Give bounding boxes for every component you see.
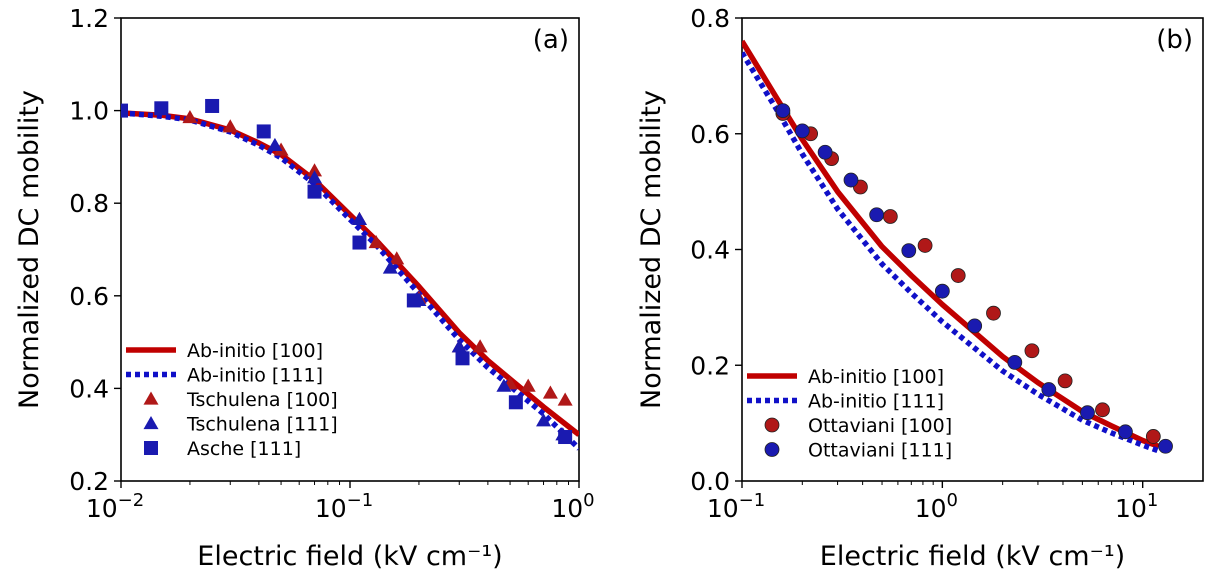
data-point bbox=[406, 293, 421, 308]
data-point bbox=[794, 123, 810, 139]
data-point bbox=[496, 378, 512, 392]
y-tick-label: 0.8 bbox=[690, 4, 730, 33]
legend-label: Tschulena [111] bbox=[186, 414, 338, 436]
data-point bbox=[352, 235, 367, 250]
data-point bbox=[472, 339, 488, 353]
y-tick-label: 0.4 bbox=[69, 374, 109, 403]
y-tick-label: 0.6 bbox=[690, 120, 730, 149]
data-point bbox=[901, 243, 917, 259]
data-point bbox=[882, 209, 898, 224]
data-point bbox=[1024, 343, 1040, 359]
legend-marker bbox=[143, 391, 159, 405]
chart-panel-2: 10−1 100 101 0.0 0.2 0.4 0.6 0.8 Electric field … bbox=[636, 4, 1204, 572]
plot-area bbox=[121, 98, 579, 451]
legend-marker bbox=[144, 441, 158, 455]
data-point bbox=[1145, 429, 1161, 444]
y-axis-label: Normalized DC mobility bbox=[14, 90, 45, 409]
plot-frame bbox=[120, 17, 580, 482]
legend-label: Ab-initio [111] bbox=[808, 391, 944, 413]
data-point bbox=[307, 170, 323, 184]
legend: Ab-initio [100]Ab-initio [111]Ottaviani … bbox=[747, 366, 952, 462]
data-point bbox=[508, 395, 523, 410]
data-point bbox=[351, 211, 367, 226]
legend-label: Tschulena [100] bbox=[186, 389, 338, 411]
data-point bbox=[382, 260, 398, 274]
data-point bbox=[222, 119, 238, 133]
y-tick-label: 0.0 bbox=[690, 467, 730, 496]
legend-label: Ab-initio [100] bbox=[808, 366, 944, 388]
y-tick-label: 1.2 bbox=[69, 4, 109, 33]
data-point bbox=[775, 103, 791, 118]
data-point bbox=[307, 163, 323, 177]
legend-label: Ottaviani [111] bbox=[808, 440, 952, 462]
data-point bbox=[1057, 373, 1073, 389]
data-point bbox=[557, 392, 573, 406]
data-point bbox=[205, 98, 220, 113]
data-point bbox=[520, 378, 536, 392]
y-tick-label: 0.8 bbox=[69, 189, 109, 218]
data-point bbox=[1041, 382, 1057, 397]
x-tick-label: 100 bbox=[551, 490, 594, 523]
data-point bbox=[542, 385, 558, 399]
data-point bbox=[1007, 354, 1023, 370]
y-tick-label: 0.2 bbox=[690, 351, 730, 380]
plot-area bbox=[742, 39, 1173, 454]
data-point bbox=[1080, 405, 1095, 421]
legend-label: Ab-initio [111] bbox=[187, 365, 323, 387]
panel-label: (b) bbox=[1156, 25, 1193, 55]
data-point bbox=[817, 144, 833, 160]
data-point bbox=[1118, 424, 1133, 440]
data-point bbox=[256, 124, 271, 139]
series-line-1 bbox=[742, 39, 1160, 449]
legend-marker bbox=[764, 417, 780, 433]
x-tick-label: 10−1 bbox=[315, 490, 373, 523]
data-point bbox=[1095, 402, 1110, 418]
data-point bbox=[986, 305, 1001, 321]
data-point bbox=[917, 238, 933, 253]
y-tick-label: 0.6 bbox=[69, 282, 109, 311]
data-point bbox=[182, 110, 198, 124]
y-tick-label: 0.2 bbox=[69, 467, 109, 496]
data-point bbox=[843, 172, 859, 188]
data-point bbox=[1158, 438, 1173, 454]
data-point bbox=[451, 339, 467, 353]
x-axis-label: Electric field (kV cm⁻¹) bbox=[197, 541, 502, 572]
legend-label: Asche [111] bbox=[187, 438, 301, 460]
x-tick-label: 101 bbox=[1115, 490, 1158, 523]
data-point bbox=[121, 103, 128, 118]
data-point bbox=[368, 235, 384, 249]
x-tick-label: 10−2 bbox=[86, 490, 144, 523]
legend-label: Ottaviani [100] bbox=[808, 415, 952, 437]
data-point bbox=[967, 318, 983, 334]
chart-panel-1: 10−2 10−1 100 0.2 0.4 0.6 0.8 1.0 1.2 Electric fi… bbox=[14, 4, 595, 572]
data-point bbox=[455, 351, 470, 366]
legend-marker bbox=[143, 416, 159, 430]
legend: Ab-initio [100]Ab-initio [111]Tschulena … bbox=[126, 340, 338, 460]
panel-label: (a) bbox=[533, 25, 569, 55]
data-point bbox=[389, 251, 405, 265]
legend-marker bbox=[764, 442, 780, 457]
x-tick-label: 100 bbox=[915, 490, 958, 523]
y-tick-label: 1.0 bbox=[69, 97, 109, 126]
y-axis-label: Normalized DC mobility bbox=[636, 90, 667, 409]
data-point bbox=[950, 268, 966, 283]
data-point bbox=[536, 413, 552, 427]
legend-label: Ab-initio [100] bbox=[187, 340, 323, 362]
data-point bbox=[558, 430, 573, 445]
series-line-2 bbox=[742, 51, 1160, 454]
data-point bbox=[154, 101, 169, 116]
data-point bbox=[869, 207, 885, 223]
series-line-2 bbox=[121, 110, 579, 451]
data-point bbox=[267, 137, 283, 151]
data-point bbox=[307, 184, 322, 199]
x-tick-label: 10−1 bbox=[707, 490, 765, 523]
y-tick-label: 0.4 bbox=[690, 236, 730, 265]
x-axis-label: Electric field (kV cm⁻¹) bbox=[820, 541, 1125, 572]
data-point bbox=[934, 283, 950, 299]
